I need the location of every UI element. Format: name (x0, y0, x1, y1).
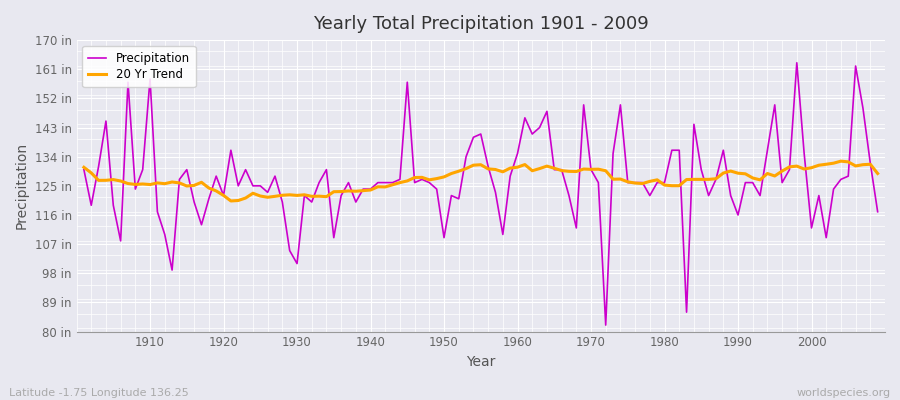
Precipitation (791, 60, 802, 65)
20 Yr Trend (519, 162, 530, 167)
X-axis label: Year: Year (466, 355, 496, 369)
Precipitation (505, 174, 516, 178)
Precipitation (138, 167, 148, 172)
Legend: Precipitation, 20 Yr Trend: Precipitation, 20 Yr Trend (83, 46, 195, 87)
Text: Latitude -1.75 Longitude 136.25: Latitude -1.75 Longitude 136.25 (9, 388, 189, 398)
Line: Precipitation: Precipitation (84, 63, 878, 325)
20 Yr Trend (350, 189, 361, 194)
Precipitation (600, 323, 611, 328)
Precipitation (299, 193, 310, 198)
20 Yr Trend (138, 182, 148, 186)
20 Yr Trend (512, 165, 523, 170)
Precipitation (78, 167, 89, 172)
20 Yr Trend (835, 159, 846, 164)
Line: 20 Yr Trend: 20 Yr Trend (84, 161, 878, 201)
20 Yr Trend (78, 165, 89, 170)
20 Yr Trend (872, 171, 883, 176)
Precipitation (512, 151, 523, 156)
Precipitation (343, 180, 354, 185)
Y-axis label: Precipitation: Precipitation (15, 142, 29, 230)
Precipitation (872, 209, 883, 214)
Text: worldspecies.org: worldspecies.org (796, 388, 891, 398)
20 Yr Trend (226, 198, 237, 203)
Precipitation (608, 151, 618, 156)
20 Yr Trend (608, 177, 618, 182)
Title: Yearly Total Precipitation 1901 - 2009: Yearly Total Precipitation 1901 - 2009 (313, 15, 649, 33)
20 Yr Trend (306, 194, 317, 199)
